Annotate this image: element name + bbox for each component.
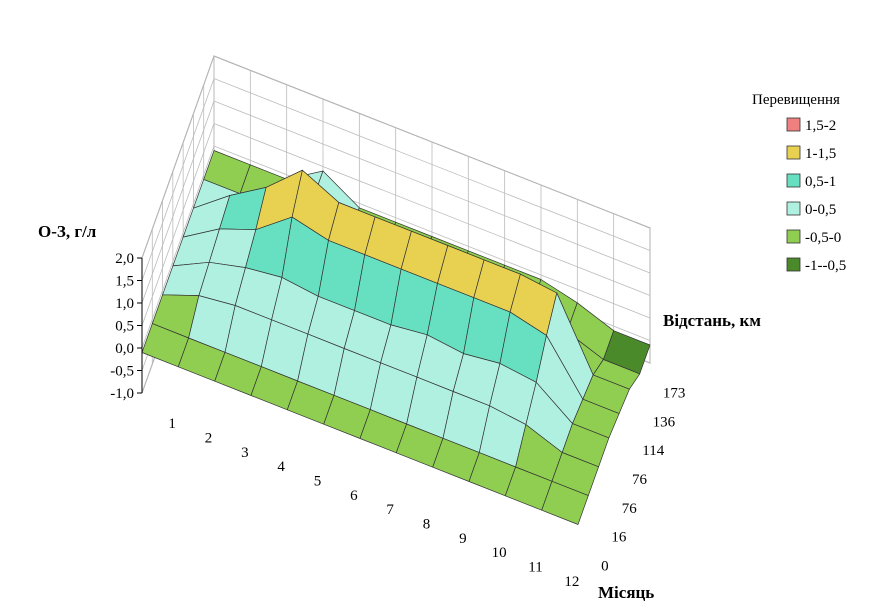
legend-swatch [786, 201, 801, 216]
legend-swatch [786, 145, 801, 160]
legend-swatch [786, 229, 801, 244]
legend-label: 0-0,5 [805, 202, 836, 218]
distance-tick-label: 16 [611, 530, 627, 546]
distance-tick-label: 76 [622, 501, 638, 517]
z-tick-label: 1,0 [115, 296, 134, 312]
legend-label: 0,5-1 [805, 174, 836, 190]
month-tick-label: 7 [386, 502, 394, 518]
month-tick-label: 12 [564, 574, 579, 590]
surface-cell [541, 480, 589, 525]
distance-tick-label: 114 [642, 443, 664, 459]
month-tick-label: 1 [168, 416, 176, 432]
legend: Перевищення 1,5-2 1-1,5 0,5-1 0-0,5 -0,5-0 -1… [752, 92, 846, 274]
distance-tick-label: 173 [663, 385, 686, 401]
legend-label: 1,5-2 [805, 118, 836, 134]
month-tick-label: 3 [241, 445, 249, 461]
z-tick-label: 1,5 [115, 274, 134, 290]
month-tick-label: 10 [492, 545, 507, 561]
x-axis-title: Місяць [598, 583, 654, 602]
legend-label: -0,5-0 [805, 230, 841, 246]
z-axis-title: О-З, г/л [38, 222, 97, 241]
y-axis-title: Відстань, км [663, 311, 761, 330]
legend-title: Перевищення [752, 92, 840, 108]
distance-tick-label: 0 [601, 559, 609, 575]
month-tick-label: 9 [459, 531, 467, 547]
month-tick-label: 11 [528, 560, 542, 576]
month-tick-label: 6 [350, 488, 358, 504]
legend-swatch [786, 173, 801, 188]
distance-ticks: 016 76 76 114 136 173 [601, 385, 685, 574]
legend-swatch [786, 257, 801, 272]
month-tick-label: 2 [205, 431, 213, 447]
z-axis: 2,0 1,5 1,0 0,5 0,0 -0,5 -1,0 [110, 251, 143, 402]
z-tick-label: 0,0 [115, 341, 134, 357]
month-tick-label: 5 [314, 474, 322, 490]
z-tick-label: 0,5 [115, 319, 134, 335]
distance-tick-label: 76 [632, 472, 648, 488]
z-tick-label: 2,0 [115, 251, 134, 267]
distance-tick-label: 136 [653, 414, 676, 430]
z-tick-label: -0,5 [110, 364, 134, 380]
surface-mesh [141, 150, 651, 525]
month-tick-label: 8 [423, 517, 431, 533]
z-tick-label: -1,0 [110, 386, 134, 402]
legend-label: 1-1,5 [805, 146, 836, 162]
month-tick-label: 4 [277, 459, 285, 475]
legend-label: -1--0,5 [805, 258, 846, 274]
legend-swatch [786, 117, 801, 132]
